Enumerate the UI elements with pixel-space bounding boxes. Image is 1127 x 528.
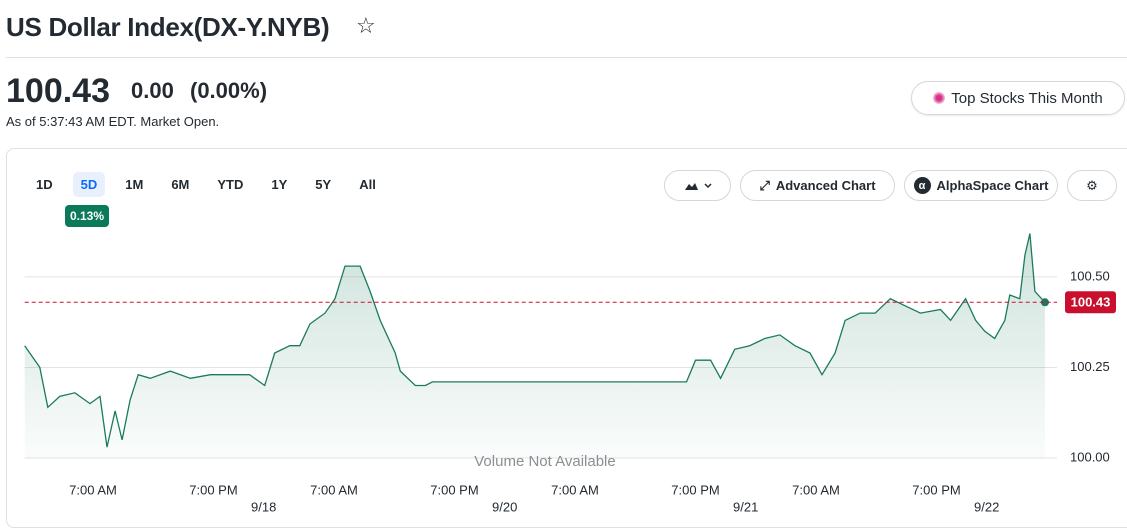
button-label: AlphaSpace Chart	[936, 178, 1049, 193]
line	[24, 233, 1046, 448]
y-tick-label: 100.50	[1070, 268, 1110, 283]
y-tick-label: 100.00	[1070, 449, 1110, 464]
title: US Dollar Index(DX-Y.NYB)	[6, 12, 330, 42]
range-button[interactable]: YTD	[217, 177, 244, 192]
promo-button[interactable]: Top Stocks This Month	[911, 81, 1125, 115]
date-tick-label: 9/21	[733, 499, 758, 514]
date-tick-label: 9/22	[974, 499, 999, 514]
settings-button[interactable]: ⚙	[1067, 170, 1117, 201]
x-tick-label: 7:00 PM	[912, 482, 960, 497]
icon: ⤢	[759, 177, 770, 193]
favorite-star[interactable]: ☆	[356, 13, 376, 38]
range-buttons: 1D 5D 1M 6M YTD 1Y 5Y All	[28, 172, 396, 197]
date-tick-label: 9/18	[251, 499, 276, 514]
divider	[6, 57, 1127, 58]
reference-label-bg	[1065, 291, 1116, 314]
range-button[interactable]: 1D	[36, 177, 53, 192]
chart-type-button[interactable]	[664, 170, 731, 201]
x-tick-label: 7:00 PM	[671, 482, 719, 497]
advanced-chart-button[interactable]: ⤢ Advanced Chart	[740, 170, 895, 201]
range-button[interactable]: 5Y	[315, 177, 332, 192]
reference-label: 100.43	[1071, 295, 1111, 310]
alphaspace-button[interactable]: α AlphaSpace Chart	[904, 170, 1058, 201]
range-button[interactable]: 6M	[171, 177, 190, 192]
range-button[interactable]: All	[359, 177, 376, 192]
y-tick-label: 100.25	[1070, 359, 1110, 374]
icon: α	[913, 177, 931, 194]
x-tick-label: 7:00 PM	[189, 482, 237, 497]
change-percent: (0.00%)	[190, 78, 268, 103]
x-tick-label: 7:00 AM	[792, 482, 840, 497]
icon	[684, 182, 712, 190]
promo-label: Top Stocks This Month	[951, 89, 1103, 107]
as-of: As of 5:37:43 AM EDT. Market Open.	[6, 114, 220, 129]
change: 0.00	[131, 78, 174, 103]
icon	[933, 92, 946, 104]
x-tick-label: 7:00 AM	[310, 482, 358, 497]
annotation: Volume Not Available	[474, 453, 615, 470]
button-label: Advanced Chart	[775, 178, 876, 193]
range-button[interactable]: 1Y	[271, 177, 288, 192]
range-change: 0.13%	[65, 205, 110, 227]
x-tick-label: 7:00 AM	[551, 482, 599, 497]
last-point	[1040, 298, 1049, 307]
price: 100.43	[6, 72, 110, 110]
x-tick-label: 7:00 AM	[69, 482, 117, 497]
range-button[interactable]: 1M	[125, 177, 144, 192]
x-tick-label: 7:00 PM	[430, 482, 478, 497]
range-button[interactable]: 5D	[72, 172, 106, 197]
date-tick-label: 9/20	[492, 499, 517, 514]
area	[24, 233, 1045, 458]
